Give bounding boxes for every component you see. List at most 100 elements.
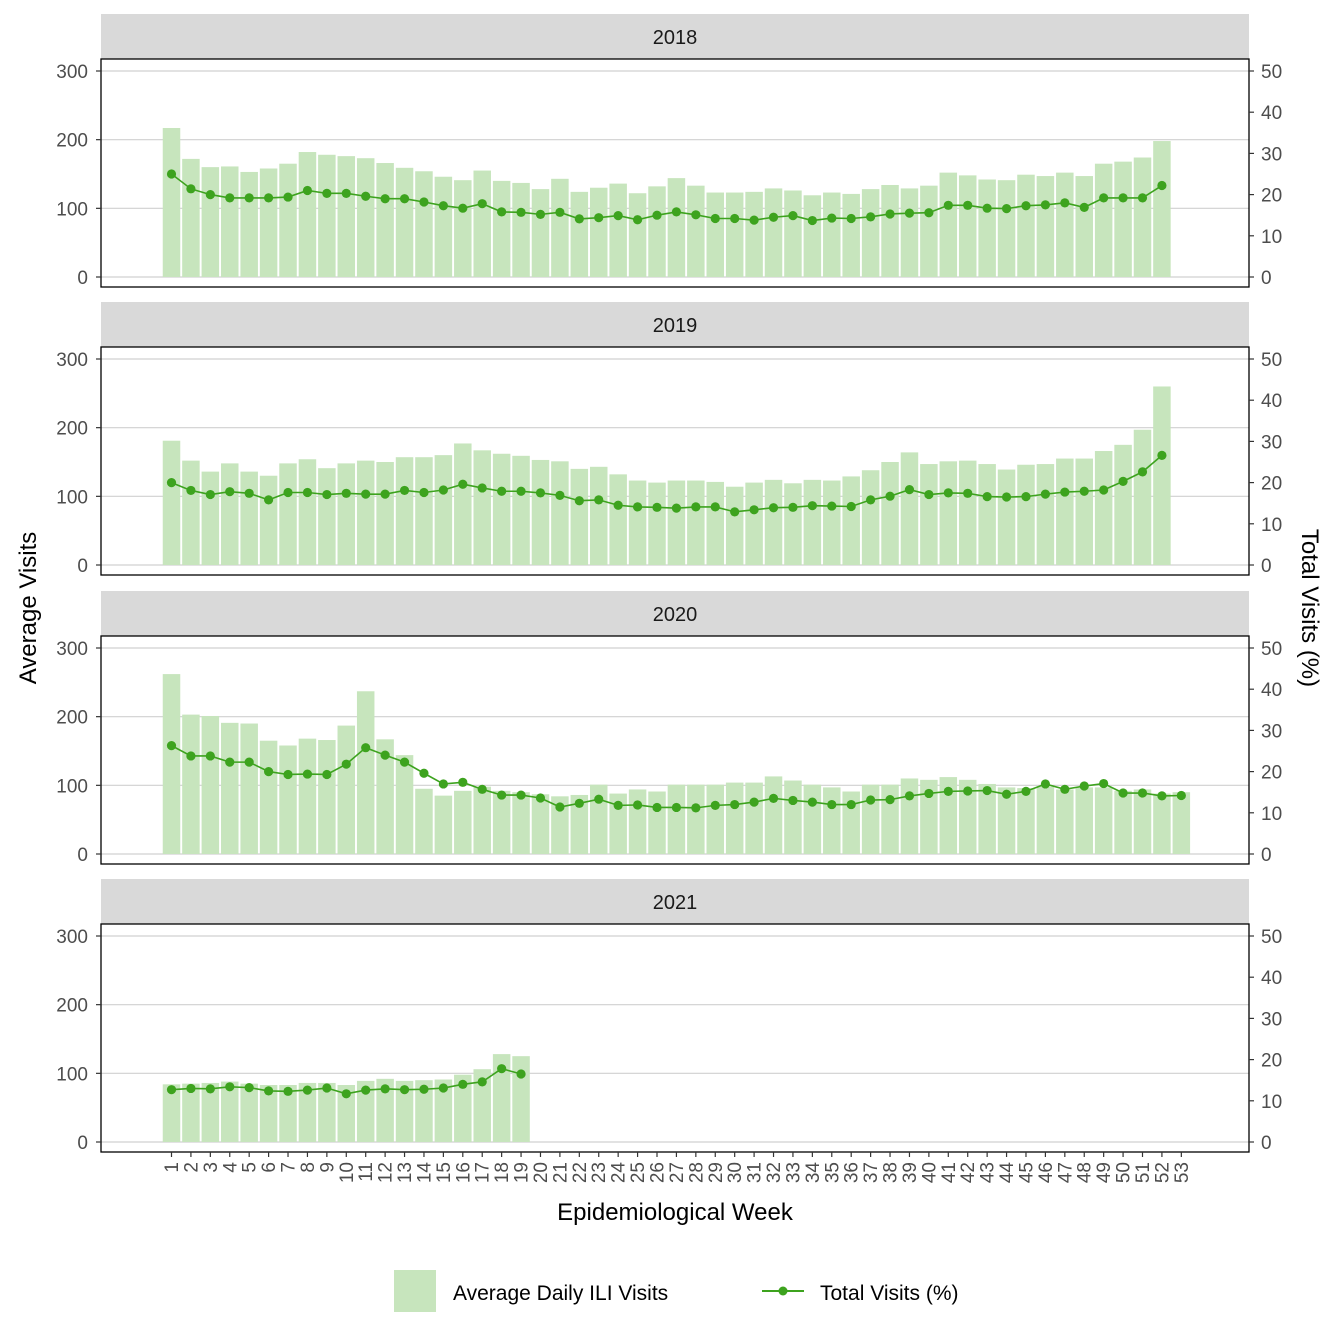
line-point-week-32 [768, 503, 779, 513]
bar-week-1 [162, 440, 181, 565]
line-point-week-37 [866, 495, 876, 505]
legend-line-label: Total Visits (%) [820, 1282, 958, 1305]
line-point-week-16 [458, 203, 468, 213]
line-point-week-24 [613, 800, 623, 810]
bar-week-18 [492, 180, 511, 277]
bar-week-43 [978, 464, 996, 565]
y2-tick-label: 10 [1261, 515, 1282, 536]
line-point-week-52 [1157, 180, 1167, 191]
line-point-week-35 [827, 799, 837, 810]
bar-week-25 [628, 480, 647, 565]
line-point-week-38 [885, 795, 895, 805]
bar-week-17 [473, 1069, 491, 1142]
bar-week-13 [395, 457, 414, 565]
line-point-week-15 [438, 201, 448, 211]
line-point-week-49 [1099, 485, 1109, 495]
line-point-week-7 [283, 192, 293, 202]
line-point-week-48 [1079, 202, 1089, 212]
bar-week-48 [1075, 458, 1093, 565]
bar-week-10 [337, 156, 356, 277]
line-point-week-19 [516, 1069, 526, 1079]
line-point-week-44 [1001, 789, 1012, 799]
line-point-week-42 [963, 786, 973, 796]
bar-week-52 [1153, 793, 1171, 854]
bar-week-7 [279, 745, 297, 854]
bar-week-19 [512, 455, 530, 565]
bar-week-9 [318, 154, 336, 277]
bar-week-21 [551, 796, 569, 854]
line-point-week-5 [244, 757, 254, 767]
bar-week-48 [1075, 176, 1093, 277]
line-point-week-15 [438, 1083, 448, 1093]
line-point-week-3 [205, 190, 215, 200]
line-point-week-2 [186, 751, 196, 761]
line-point-week-12 [380, 1084, 390, 1094]
line-point-week-45 [1021, 786, 1031, 796]
line-point-week-2 [186, 184, 196, 194]
line-point-week-6 [264, 1086, 274, 1096]
bar-week-11 [356, 460, 375, 565]
bar-week-45 [1017, 174, 1035, 277]
bar-week-4 [221, 463, 239, 565]
line-point-week-20 [535, 488, 546, 498]
y2-tick-label: 20 [1261, 1051, 1282, 1072]
y2-tick-label: 30 [1261, 1009, 1282, 1030]
bar-week-19 [512, 792, 530, 854]
bar-week-2 [182, 714, 200, 854]
bar-week-4 [221, 1081, 239, 1142]
bar-week-20 [531, 794, 550, 854]
bar-week-31 [745, 482, 763, 565]
x-tick-label: 20 [531, 1162, 552, 1183]
line-point-week-25 [632, 215, 643, 225]
bar-week-17 [473, 450, 491, 565]
x-tick-label: 45 [1016, 1162, 1037, 1183]
line-point-week-45 [1021, 201, 1031, 211]
x-tick-label: 44 [997, 1162, 1018, 1184]
y2-tick-label: 10 [1261, 1092, 1282, 1113]
line-point-week-26 [652, 502, 662, 512]
y-tick-label: 300 [56, 62, 88, 83]
line-point-week-11 [361, 191, 371, 201]
bar-week-23 [589, 466, 608, 565]
bar-week-7 [279, 163, 297, 277]
line-point-week-17 [477, 483, 487, 493]
bar-week-12 [376, 1078, 394, 1142]
line-point-week-13 [399, 485, 410, 496]
bar-week-22 [570, 794, 589, 854]
line-point-week-10 [341, 759, 351, 769]
line-point-week-40 [924, 489, 934, 500]
line-point-week-14 [419, 197, 429, 207]
bar-week-36 [842, 476, 860, 565]
x-tick-label: 53 [1172, 1162, 1193, 1183]
bar-week-31 [745, 191, 763, 277]
line-point-week-33 [788, 211, 798, 221]
line-point-week-2 [186, 1083, 196, 1094]
facet-strip [101, 14, 1249, 59]
bar-week-26 [648, 791, 666, 854]
x-tick-label: 8 [298, 1162, 319, 1173]
line-point-week-45 [1021, 492, 1031, 502]
y-tick-label: 200 [56, 419, 88, 440]
line-point-week-44 [1001, 492, 1012, 502]
x-axis-title: Epidemiological Week [557, 1199, 794, 1226]
x-tick-label: 2 [181, 1162, 202, 1173]
line-point-week-9 [322, 1083, 332, 1093]
bar-week-47 [1056, 789, 1074, 854]
y-tick-label: 0 [77, 268, 88, 289]
bar-week-13 [395, 1080, 414, 1142]
line-point-week-50 [1118, 476, 1128, 486]
x-tick-label: 36 [842, 1162, 863, 1183]
y2-tick-label: 40 [1261, 391, 1282, 412]
bar-week-24 [609, 183, 627, 277]
bar-week-32 [764, 479, 783, 565]
x-tick-label: 1 [162, 1162, 183, 1173]
panel-2021: 2021 0 100 200 300 0 10 20 30 40 50 [56, 879, 1282, 1154]
panel-border [100, 58, 1250, 288]
y-tick-label: 200 [56, 708, 88, 729]
y-tick-label: 0 [77, 556, 88, 577]
bar-week-37 [861, 470, 880, 565]
bar-week-27 [667, 178, 686, 277]
line-point-week-7 [283, 1086, 293, 1096]
bar-week-42 [958, 460, 977, 565]
y-tick-label: 100 [56, 776, 88, 797]
